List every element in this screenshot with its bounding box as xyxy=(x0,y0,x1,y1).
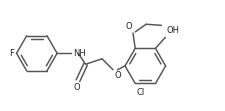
Text: O: O xyxy=(114,71,120,80)
Text: F: F xyxy=(9,49,14,58)
Text: O: O xyxy=(125,22,131,31)
Text: NH: NH xyxy=(73,49,86,58)
Text: OH: OH xyxy=(166,26,179,35)
Text: O: O xyxy=(73,83,80,92)
Text: Cl: Cl xyxy=(136,88,144,97)
